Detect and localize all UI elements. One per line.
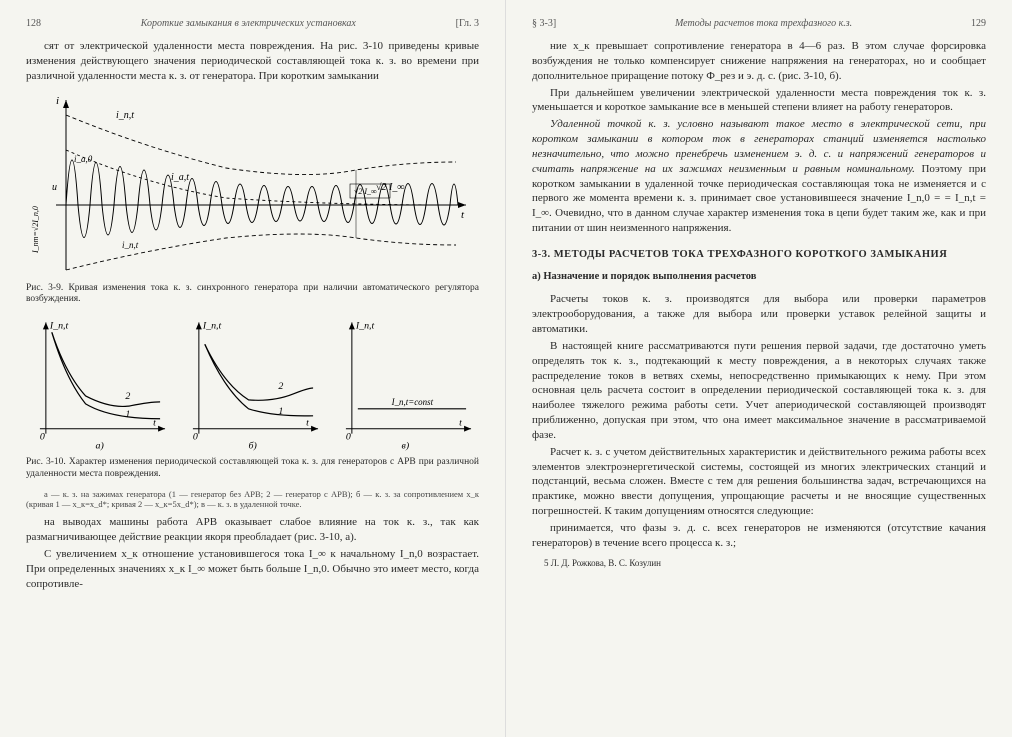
- curve2-b: 2: [278, 381, 283, 392]
- const-label-c: I_n,t=const: [391, 397, 434, 407]
- panel-b-label: б): [249, 441, 257, 452]
- page-left: 128 Короткие замыкания в электрических у…: [0, 0, 506, 737]
- xlabel-b: t: [306, 418, 309, 429]
- fig310-caption: Рис. 3-10. Характер изменения периодичес…: [26, 457, 479, 481]
- ylabel-a: I_n,t: [49, 321, 69, 332]
- subsection-title: а) Назначение и порядок выполнения расче…: [532, 270, 986, 284]
- page-right: § 3-3] Методы расчетов тока трехфазного …: [506, 0, 1012, 737]
- running-title-right: Методы расчетов тока трехфазного к.з.: [675, 18, 852, 29]
- svg-text:0: 0: [346, 432, 351, 443]
- fig310-panel-a: I_n,t t 0 1 2 а): [26, 314, 173, 454]
- body-para: сят от электрической удаленности места п…: [26, 39, 479, 84]
- curve1-a: 1: [125, 409, 130, 420]
- label-box: √2 I_∞: [354, 187, 377, 196]
- label-iat: i_a,t: [171, 172, 189, 183]
- label-int: i_n,t: [116, 110, 134, 121]
- axis-label-t: t: [461, 209, 465, 221]
- ylabel-c: I_n,t: [355, 321, 375, 332]
- panel-c-label: в): [402, 441, 410, 452]
- body-para: принимается, что фазы э. д. с. всех гене…: [532, 521, 986, 551]
- chapter-ref: [Гл. 3: [456, 18, 479, 29]
- body-para: В настоящей книге рассматриваются пути р…: [532, 339, 986, 443]
- running-title-left: Короткие замыкания в электрических устан…: [141, 18, 356, 29]
- figure-3-10: I_n,t t 0 1 2 а) I_n,t t 0 1 2 б): [26, 314, 479, 454]
- body-para: на выводах машины работа АРВ оказывает с…: [26, 515, 479, 545]
- xlabel-c: t: [459, 418, 462, 429]
- body-para: С увеличением x_к отношение установившег…: [26, 547, 479, 592]
- label-iao: i_a,0: [74, 154, 93, 164]
- label-int2: i_n,t: [122, 240, 139, 250]
- panel-a-label: а): [96, 441, 104, 452]
- curve2-a: 2: [125, 391, 130, 402]
- body-para: ние x_к превышает сопротивление генерато…: [532, 39, 986, 84]
- page-number-left: 128: [26, 18, 41, 29]
- axis-label-i: i: [56, 95, 59, 107]
- page-number-right: 129: [971, 18, 986, 29]
- ylabel-b: I_n,t: [202, 321, 222, 332]
- header-left: 128 Короткие замыкания в электрических у…: [26, 18, 479, 29]
- body-para: При дальнейшем увеличении электрической …: [532, 86, 986, 116]
- fig39-caption: Рис. 3-9. Кривая изменения тока к. з. си…: [26, 283, 479, 307]
- label-inm: I_nm=√2I_n,0: [31, 206, 40, 254]
- fig39-svg: i t u i_n,t i_a,t i_a,0 √2 I_∞ √2 I_∞ i_…: [26, 90, 476, 280]
- figure-3-9: i t u i_n,t i_a,t i_a,0 √2 I_∞ √2 I_∞ i_…: [26, 90, 479, 307]
- curve1-b: 1: [278, 406, 283, 417]
- header-right: § 3-3] Методы расчетов тока трехфазного …: [532, 18, 986, 29]
- xlabel-a: t: [153, 418, 156, 429]
- svg-text:0: 0: [193, 432, 198, 443]
- fig310-caption-sub: а — к. з. на зажимах генератора (1 — ген…: [26, 489, 479, 509]
- footer-authors: 5 Л. Д. Рожкова, В. С. Козулин: [532, 557, 986, 569]
- svg-text:0: 0: [40, 432, 45, 443]
- body-para: Расчет к. з. с учетом действительных хар…: [532, 445, 986, 519]
- fig310-panel-b: I_n,t t 0 1 2 б): [179, 314, 326, 454]
- body-para: Расчеты токов к. з. производятся для выб…: [532, 292, 986, 337]
- axis-label-u: u: [52, 182, 57, 193]
- fig310-panel-c: I_n,t t 0 I_n,t=const в): [332, 314, 479, 454]
- section-ref: § 3-3]: [532, 18, 556, 29]
- section-title: 3-3. МЕТОДЫ РАСЧЕТОВ ТОКА ТРЕХФАЗНОГО КО…: [532, 248, 986, 262]
- body-para: Удаленной точкой к. з. условно называют …: [532, 117, 986, 236]
